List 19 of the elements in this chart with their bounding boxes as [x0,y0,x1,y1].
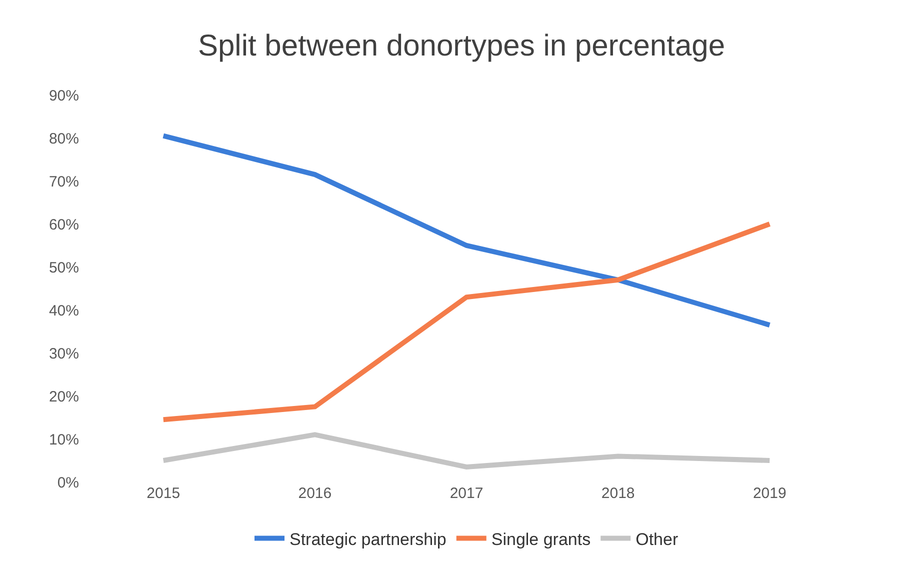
legend-label: Strategic partnership [290,530,446,549]
y-tick-label: 80% [48,130,79,148]
x-tick-label: 2016 [298,485,332,502]
y-tick-label: 40% [48,302,79,320]
y-tick-label: 10% [48,431,79,448]
x-tick-label: 2015 [146,485,180,502]
y-tick-label: 50% [48,259,79,276]
x-tick-label: 2019 [752,485,786,502]
y-tick-label: 0% [57,474,79,492]
legend-label: Other [636,530,678,549]
legend-label: Single grants [491,530,591,549]
x-tick-label: 2017 [450,485,484,502]
chart-title: Split between donortypes in percentage [198,30,726,63]
y-tick-label: 20% [48,388,79,406]
y-tick-label: 30% [48,345,79,362]
y-tick-label: 60% [48,216,79,234]
x-tick-label: 2018 [601,485,635,502]
y-tick-label: 70% [48,173,79,190]
y-tick-label: 90% [48,87,79,104]
